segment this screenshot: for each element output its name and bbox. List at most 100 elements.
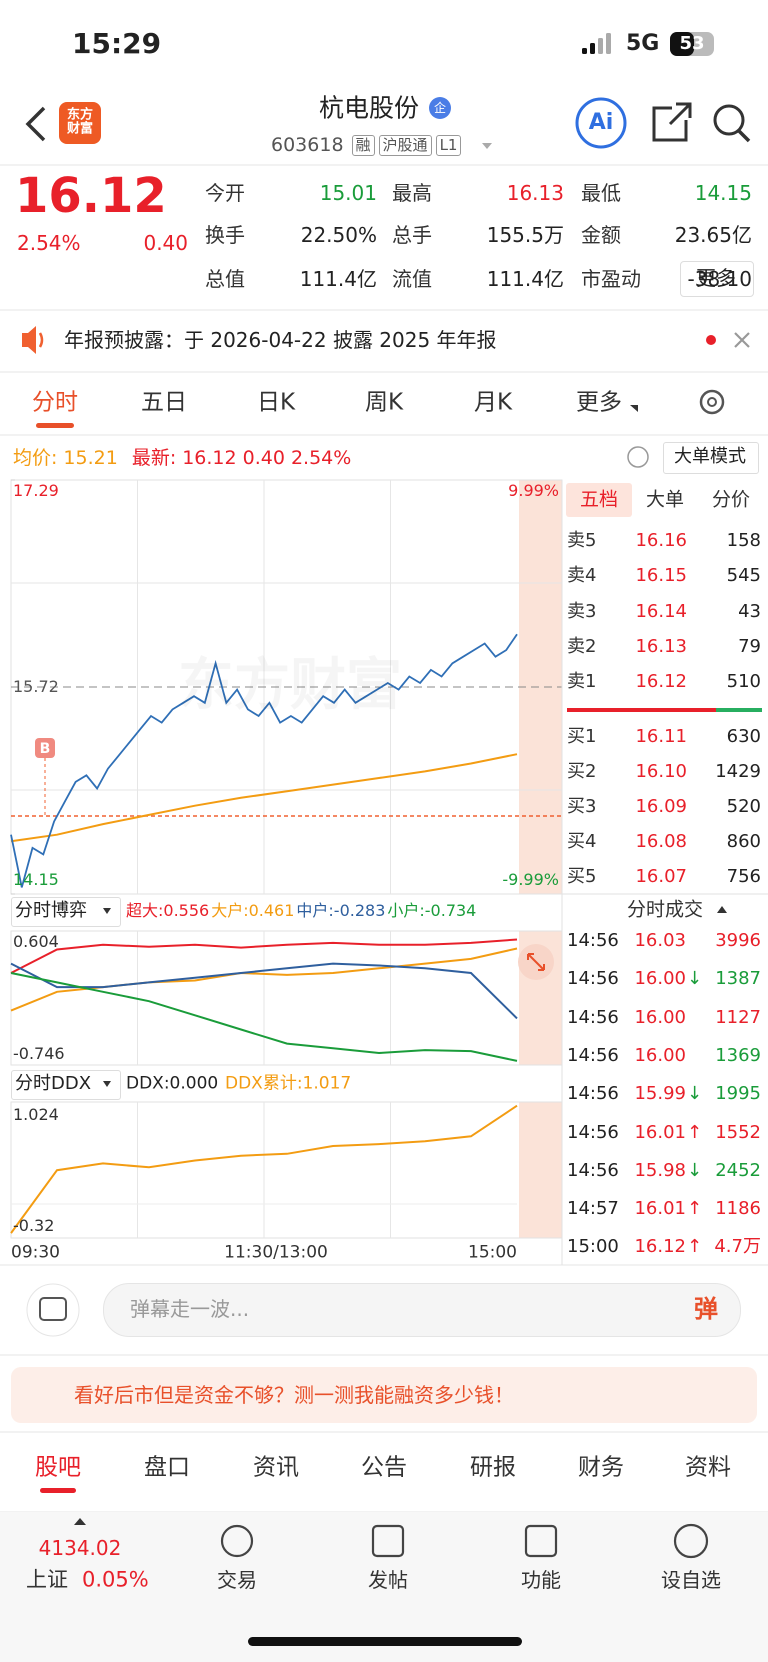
series-line [10,962,518,1020]
stat-value: 23.65亿 [674,223,752,247]
trade-price: 16.03 [634,930,686,951]
order-tab[interactable]: 五档 [579,488,619,511]
comment-input[interactable] [103,1283,741,1337]
order-tab[interactable]: 大单 [645,488,685,511]
y-tick-label: -0.746 [13,1044,65,1063]
nav-item[interactable]: 功能 [521,1568,561,1592]
y-tick-label: -0.32 [13,1216,55,1235]
danmu-button[interactable]: 弹 [694,1295,718,1323]
legend-entry: 超大:0.556 [126,901,210,920]
tab[interactable]: 分时 [32,389,78,416]
sub-tab[interactable]: 财务 [578,1454,624,1481]
badge-text: 企 [433,101,447,115]
level-volume: 520 [726,796,761,817]
tab[interactable]: 周K [364,389,404,416]
stat-label: 最高 [392,181,432,205]
trade-price: 16.00 [634,1006,686,1028]
level-label: 买1 [567,726,597,747]
y-tick-label: 15.72 [13,677,59,696]
level-volume: 545 [726,565,761,587]
trade-volume: 3996 [715,930,761,951]
speaker-wave [38,332,44,348]
trade-price: 15.98 [634,1159,686,1181]
index-name[interactable]: 上证 [26,1567,68,1592]
ai-button [575,97,627,149]
sub-tab[interactable]: 公告 [361,1454,407,1481]
stat-label: 总值 [205,267,245,291]
up-icon [74,1518,86,1525]
ai-text[interactable]: Ai [588,110,614,135]
more-button-text[interactable]: 更多 [696,266,736,290]
mode-button-text[interactable]: 大单模式 [674,446,746,467]
index-pct[interactable]: 0.05% [82,1567,149,1592]
mode-button[interactable] [663,442,759,474]
dropdown [630,405,638,412]
promo-text[interactable]: 看好后市但是资金不够？测一测我能融资多少钱！ [74,1383,514,1407]
tab[interactable]: 月K [473,389,513,416]
nav-item[interactable]: 交易 [217,1568,257,1592]
level-price: 16.09 [635,796,687,817]
sub-tab[interactable]: 盘口 [144,1454,190,1481]
stat-value: 16.13 [506,181,564,205]
sub-tab[interactable]: 资讯 [253,1454,299,1481]
comment-placeholder[interactable]: 弹幕走一波... [130,1297,250,1321]
signal-bar [590,43,595,54]
sub-tab[interactable]: 研报 [470,1454,516,1481]
notice-text[interactable]: 年报预披露：于 2026-04-22 披露 2025 年年报 [64,328,497,352]
dropdown-button[interactable] [11,1070,121,1100]
level-volume: 158 [726,530,761,551]
trade-volume: 4.7万 [714,1236,761,1258]
network: 5G [626,31,660,56]
tag: 融 [351,134,375,156]
tab[interactable]: 日K [256,389,296,416]
dropdown [103,908,111,914]
game-legend: 超大:0.556 大户:0.461 中户:-0.283 小户:-0.734 [126,899,476,923]
dropdown-button[interactable] [11,897,121,927]
nav-item[interactable]: 设自选 [661,1568,721,1592]
sub-tab[interactable]: 资料 [685,1454,731,1481]
tab[interactable]: 更多 [576,389,622,416]
legend-entry: DDX累计:1.017 [225,1073,352,1094]
nav-icon [371,1524,405,1558]
close-icon [734,332,750,348]
info-change: 0.40 [242,446,285,469]
trade-time: 14:57 [567,1198,619,1220]
y-tick-label: 1.024 [13,1105,59,1124]
trade-arrow: ↑ [687,1236,703,1258]
sub-tab[interactable]: 股吧 [35,1454,81,1481]
more-button[interactable] [680,261,754,297]
stat-label: 今开 [205,181,245,205]
level-price: 16.13 [635,635,687,657]
trade-arrow: ↓ [687,1083,703,1105]
promo-bar[interactable] [11,1367,757,1423]
price: 16.12 [15,168,167,224]
indicator-title[interactable]: 分时博弈 [15,900,87,921]
trade-volume: 1186 [715,1198,761,1220]
order-tab[interactable]: 分价 [711,488,751,511]
trade-volume: 1995 [715,1083,761,1105]
search-icon [737,129,751,143]
tab-underline [36,423,74,428]
tag: 沪股通 [378,134,432,156]
legend-entry: 大户:0.461 [211,901,295,920]
trade-volume: 1552 [715,1121,761,1143]
level-price: 16.16 [635,530,687,551]
info-avg_label: 均价: [13,446,58,469]
nav-item[interactable]: 发帖 [368,1568,408,1592]
trade-volume: 1387 [715,968,761,990]
trade-volume: 1369 [715,1044,761,1066]
speaker-icon [22,326,36,354]
trade-time: 14:56 [567,930,619,951]
ratio-bar-buy [716,708,762,712]
index-value[interactable]: 4134.02 [38,1536,122,1560]
level-label: 卖4 [567,565,597,587]
level-price: 16.08 [635,831,687,852]
level-volume: 756 [726,866,761,887]
trade-time: 14:56 [567,1159,619,1181]
tab[interactable]: 五日 [141,389,187,416]
trades-title: 分时成交 [626,898,704,921]
stat-value: 111.4亿 [486,267,564,291]
indicator-title[interactable]: 分时DDX [15,1073,92,1094]
trade-price: 16.00 [634,968,686,990]
info-latest: 16.12 [182,446,237,469]
